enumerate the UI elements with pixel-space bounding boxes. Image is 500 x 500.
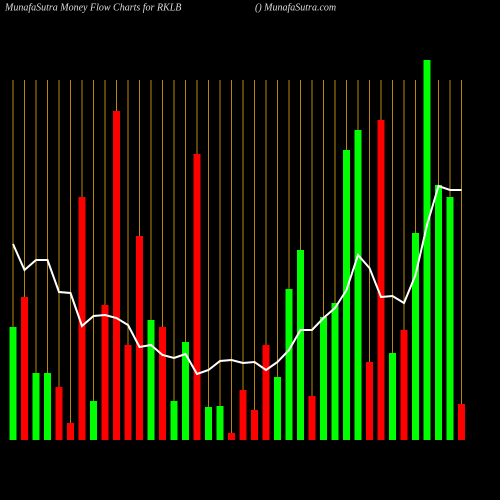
bar (389, 353, 396, 440)
chart-subtitle: () MunafaSutra.com (255, 2, 336, 13)
bar (101, 305, 109, 440)
money-flow-line (12, 184, 462, 376)
bar (90, 401, 97, 440)
bar (354, 130, 362, 440)
bar (182, 342, 189, 440)
bar (159, 327, 166, 440)
bar (366, 362, 373, 440)
bar (308, 396, 316, 440)
bar (193, 154, 201, 440)
bar (67, 423, 74, 440)
bar (262, 345, 270, 440)
bar (21, 297, 28, 440)
bar (285, 289, 293, 440)
bar (124, 345, 132, 440)
bar (32, 373, 40, 440)
bar (239, 390, 247, 440)
bar (251, 410, 258, 440)
bar (400, 330, 408, 440)
bar (446, 197, 454, 440)
bar (377, 120, 385, 440)
bar (216, 406, 224, 440)
bar (147, 320, 155, 440)
bar (205, 407, 212, 440)
bar (320, 317, 327, 440)
bar (297, 250, 304, 440)
bar (78, 197, 86, 440)
bar (435, 185, 442, 440)
bar (136, 236, 143, 440)
bar (44, 373, 51, 440)
bar (274, 377, 281, 440)
bar (55, 387, 63, 440)
bar (9, 327, 17, 440)
chart-title: MunafaSutra Money Flow Charts for RKLB (4, 2, 181, 13)
bar (458, 404, 465, 440)
bar (331, 303, 339, 440)
bar (170, 401, 178, 440)
bar (113, 111, 120, 440)
bar (412, 233, 419, 440)
bar (423, 60, 431, 440)
bar (228, 433, 235, 440)
bar (343, 150, 350, 440)
